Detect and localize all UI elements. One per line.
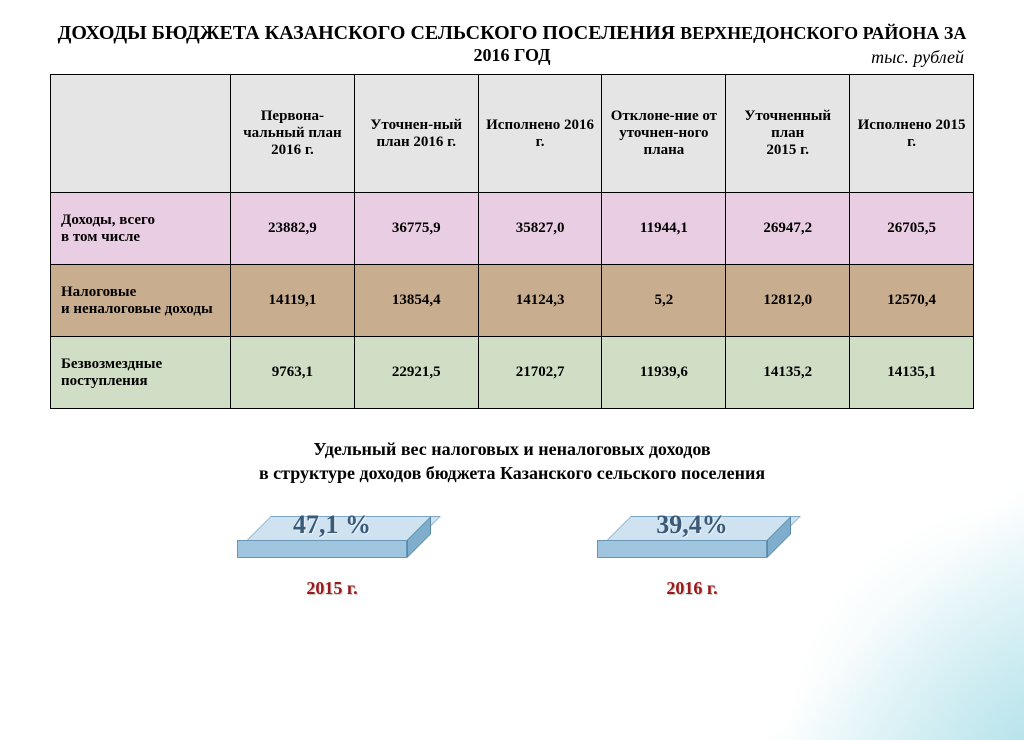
cell: 14135,1 (850, 337, 974, 409)
cell: 35827,0 (478, 193, 602, 265)
subtitle-line2: в структуре доходов бюджета Казанского с… (50, 461, 974, 485)
cell: 26947,2 (726, 193, 850, 265)
table-row: Доходы, всегов том числе 23882,9 36775,9… (51, 193, 974, 265)
percent-value: 47,1 % (237, 510, 427, 540)
budget-table: Первона-чальный план2016 г. Уточнен-ный … (50, 74, 974, 409)
cell: 11944,1 (602, 193, 726, 265)
col-header: Исполнено 2015 г. (850, 75, 974, 193)
cell: 21702,7 (478, 337, 602, 409)
cell: 14119,1 (231, 265, 355, 337)
percent-value: 39,4% (597, 510, 787, 540)
year-label: 2015 г. (237, 578, 427, 599)
table-row: Безвозмездные поступления 9763,1 22921,5… (51, 337, 974, 409)
row-label: Налоговые и неналоговые доходы (51, 265, 231, 337)
slab-3d: 39,4% (597, 516, 787, 558)
percent-box: 47,1 % 2015 г. (237, 516, 427, 599)
percent-boxes: 47,1 % 2015 г. 39,4% 2016 г. (50, 516, 974, 599)
col-header: Исполнено 2016 г. (478, 75, 602, 193)
table-header-row: Первона-чальный план2016 г. Уточнен-ный … (51, 75, 974, 193)
unit-label: тыс. рублей (871, 47, 964, 68)
cell: 5,2 (602, 265, 726, 337)
cell: 36775,9 (354, 193, 478, 265)
table-row: Налоговые и неналоговые доходы 14119,1 1… (51, 265, 974, 337)
page-title-block: ДОХОДЫ БЮДЖЕТА КАЗАНСКОГО СЕЛЬСКОГО ПОСЕ… (50, 22, 974, 66)
cell: 14124,3 (478, 265, 602, 337)
cell: 14135,2 (726, 337, 850, 409)
col-header: Уточнен-ный план 2016 г. (354, 75, 478, 193)
cell: 12570,4 (850, 265, 974, 337)
subtitle-block: Удельный вес налоговых и неналоговых дох… (50, 437, 974, 486)
col-header: Уточненный план2015 г. (726, 75, 850, 193)
cell: 11939,6 (602, 337, 726, 409)
title-main: ДОХОДЫ БЮДЖЕТА КАЗАНСКОГО СЕЛЬСКОГО ПОСЕ… (58, 22, 680, 44)
cell: 26705,5 (850, 193, 974, 265)
year-label: 2016 г. (597, 578, 787, 599)
subtitle-line1: Удельный вес налоговых и неналоговых дох… (50, 437, 974, 461)
cell: 23882,9 (231, 193, 355, 265)
slab-3d: 47,1 % (237, 516, 427, 558)
row-label: Безвозмездные поступления (51, 337, 231, 409)
cell: 9763,1 (231, 337, 355, 409)
col-header: Первона-чальный план2016 г. (231, 75, 355, 193)
cell: 13854,4 (354, 265, 478, 337)
cell: 12812,0 (726, 265, 850, 337)
col-header (51, 75, 231, 193)
percent-box: 39,4% 2016 г. (597, 516, 787, 599)
col-header: Отклоне-ние от уточнен-ного плана (602, 75, 726, 193)
row-label: Доходы, всегов том числе (51, 193, 231, 265)
cell: 22921,5 (354, 337, 478, 409)
